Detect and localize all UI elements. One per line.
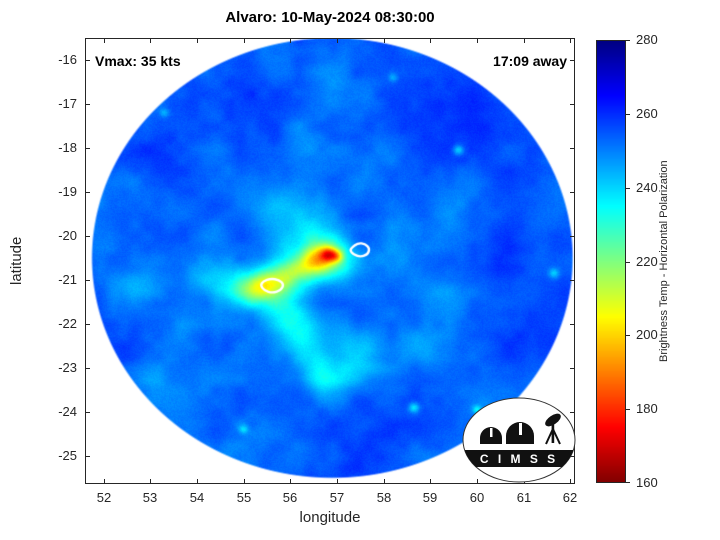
y-tick-label: -16 xyxy=(58,52,77,67)
plot-title: Alvaro: 10-May-2024 08:30:00 xyxy=(225,9,435,26)
colorbar-tick-label: 180 xyxy=(636,401,658,416)
x-tick xyxy=(384,479,385,484)
colorbar-tick xyxy=(626,114,630,115)
y-tick xyxy=(570,192,575,193)
y-tick xyxy=(85,148,90,149)
x-tick xyxy=(524,38,525,43)
x-tick xyxy=(197,479,198,484)
colorbar-canvas xyxy=(596,40,626,483)
colorbar-tick-label: 200 xyxy=(636,327,658,342)
cimss-logo: C I M S S xyxy=(462,397,576,483)
y-tick xyxy=(570,236,575,237)
y-tick xyxy=(85,412,90,413)
x-tick xyxy=(477,38,478,43)
dome-slit xyxy=(519,423,522,435)
y-tick-label: -21 xyxy=(58,272,77,287)
y-tick xyxy=(85,368,90,369)
x-tick-label: 62 xyxy=(562,490,578,505)
colorbar-tick xyxy=(626,40,630,41)
y-tick xyxy=(570,104,575,105)
y-tick xyxy=(570,148,575,149)
x-tick-label: 54 xyxy=(189,490,205,505)
x-tick-label: 59 xyxy=(422,490,438,505)
x-axis-label: longitude xyxy=(299,509,361,526)
y-tick xyxy=(85,60,90,61)
x-tick-label: 56 xyxy=(282,490,298,505)
y-tick xyxy=(85,456,90,457)
x-tick xyxy=(337,479,338,484)
y-tick-label: -17 xyxy=(58,96,77,111)
colorbar-tick xyxy=(626,482,630,483)
y-axis-label: latitude xyxy=(8,236,25,286)
dome-slit xyxy=(490,428,493,437)
y-tick xyxy=(85,104,90,105)
annotation-time-away: 17:09 away xyxy=(493,53,567,69)
colorbar-tick xyxy=(626,188,630,189)
colorbar-tick-label: 240 xyxy=(636,180,658,195)
x-tick-label: 55 xyxy=(236,490,252,505)
y-tick-label: -20 xyxy=(58,228,77,243)
y-tick xyxy=(85,280,90,281)
x-tick xyxy=(570,38,571,43)
logo-text: C I M S S xyxy=(480,452,558,466)
x-tick xyxy=(430,38,431,43)
satellite-dish-icon xyxy=(545,413,561,445)
x-tick-label: 60 xyxy=(469,490,485,505)
annotation-vmax: Vmax: 35 kts xyxy=(95,53,181,69)
y-tick xyxy=(570,60,575,61)
y-tick-label: -22 xyxy=(58,316,77,331)
colorbar-tick xyxy=(626,335,630,336)
x-tick xyxy=(337,38,338,43)
plot-area: Vmax: 35 kts 17:09 away C I M S S xyxy=(85,38,576,484)
colorbar-tick xyxy=(626,262,630,263)
x-tick xyxy=(104,479,105,484)
x-tick-label: 57 xyxy=(329,490,345,505)
y-tick-label: -19 xyxy=(58,184,77,199)
colorbar xyxy=(596,40,630,483)
x-tick xyxy=(150,38,151,43)
x-tick xyxy=(197,38,198,43)
colorbar-tick-label: 160 xyxy=(636,475,658,490)
x-tick xyxy=(290,38,291,43)
x-tick xyxy=(244,38,245,43)
y-tick-label: -18 xyxy=(58,140,77,155)
x-tick xyxy=(430,479,431,484)
x-tick xyxy=(570,479,571,484)
x-tick xyxy=(104,38,105,43)
colorbar-tick-label: 260 xyxy=(636,106,658,121)
y-tick xyxy=(570,324,575,325)
y-tick xyxy=(570,412,575,413)
colorbar-tick xyxy=(626,409,630,410)
x-tick xyxy=(150,479,151,484)
y-tick xyxy=(570,280,575,281)
y-tick-label: -24 xyxy=(58,404,77,419)
y-tick xyxy=(570,456,575,457)
x-tick-label: 61 xyxy=(516,490,532,505)
y-tick-label: -25 xyxy=(58,448,77,463)
x-tick xyxy=(244,479,245,484)
x-tick-label: 52 xyxy=(96,490,112,505)
x-tick-label: 58 xyxy=(376,490,392,505)
y-tick xyxy=(85,192,90,193)
colorbar-tick-label: 220 xyxy=(636,254,658,269)
x-tick xyxy=(290,479,291,484)
colorbar-tick-label: 280 xyxy=(636,32,658,47)
x-tick xyxy=(384,38,385,43)
y-tick xyxy=(85,236,90,237)
y-tick-label: -23 xyxy=(58,360,77,375)
y-tick xyxy=(570,368,575,369)
x-tick-label: 53 xyxy=(142,490,158,505)
logo-band xyxy=(463,450,575,467)
y-tick xyxy=(85,324,90,325)
x-tick xyxy=(477,479,478,484)
